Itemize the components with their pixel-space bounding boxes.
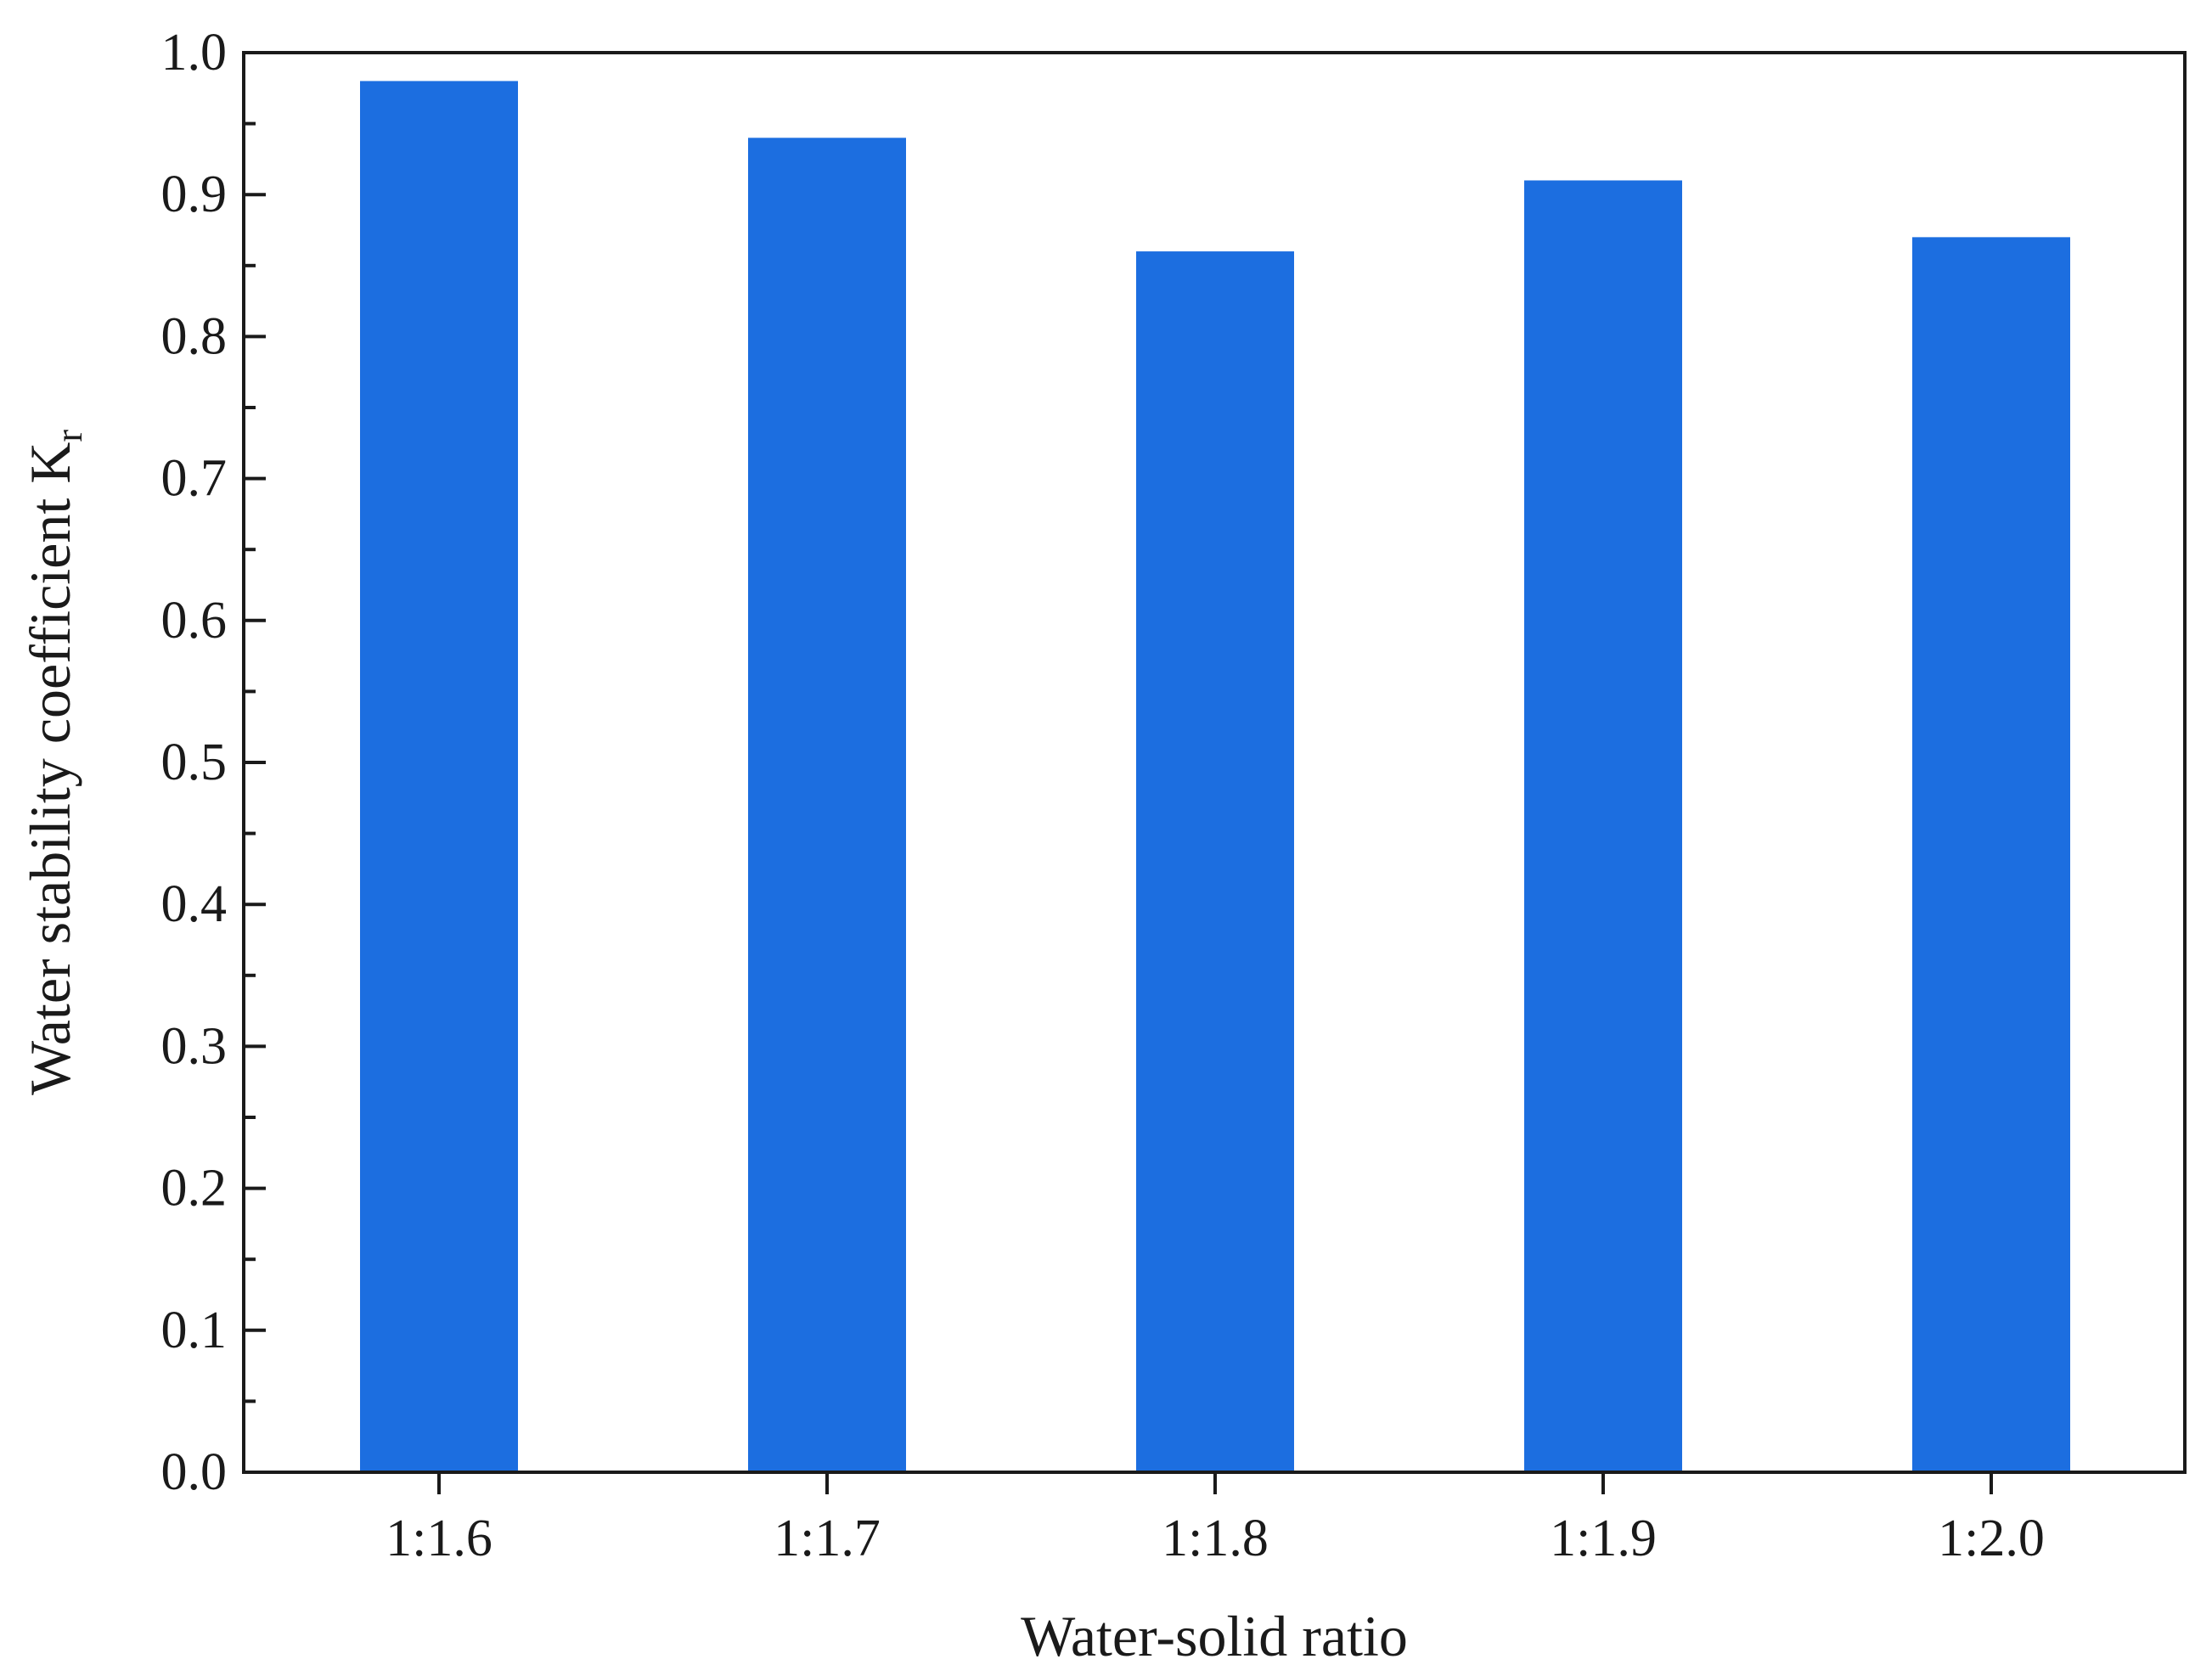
y-tick-label: 1.0: [161, 24, 228, 82]
bar-1:1.6: [360, 81, 518, 1473]
y-tick-label: 0.3: [161, 1017, 228, 1075]
y-tick-label: 0.6: [161, 592, 228, 650]
bars-group: [360, 81, 2070, 1473]
x-axis-title: Water-solid ratio: [1021, 1604, 1408, 1668]
y-axis-title-subscript: r: [48, 430, 90, 442]
y-tick-label: 0.2: [161, 1160, 228, 1218]
y-tick-label: 0.5: [161, 734, 228, 791]
bar-1:1.7: [748, 138, 906, 1472]
x-tick-label: 1:1.9: [1550, 1510, 1657, 1567]
x-tick-label: 1:1.7: [774, 1510, 881, 1567]
x-tick-label: 1:1.6: [386, 1510, 492, 1567]
bar-1:1.9: [1524, 180, 1682, 1473]
bar-1:1.8: [1136, 251, 1294, 1473]
y-axis-title: Water stability coefficient Kr: [18, 430, 90, 1095]
y-axis: 0.0 0.1 0.2 0.3 0.4 0.5 0.6 0.7 0.8 0.9 1.0: [161, 24, 266, 1501]
y-axis-title-text: Water stability coefficient K: [18, 442, 82, 1095]
x-tick-label: 1:1.8: [1162, 1510, 1269, 1567]
y-tick-label: 0.0: [161, 1443, 228, 1501]
y-tick-label: 0.1: [161, 1302, 228, 1359]
y-tick-label: 0.4: [161, 875, 228, 933]
y-tick-label: 0.9: [161, 166, 228, 223]
y-tick-label: 0.7: [161, 450, 228, 508]
x-tick-label: 1:2.0: [1938, 1510, 2045, 1567]
bar-1:2.0: [1912, 237, 2070, 1472]
x-axis: 1:1.6 1:1.7 1:1.8 1:1.9 1:2.0: [386, 1472, 2045, 1567]
y-tick-label: 0.8: [161, 307, 228, 365]
